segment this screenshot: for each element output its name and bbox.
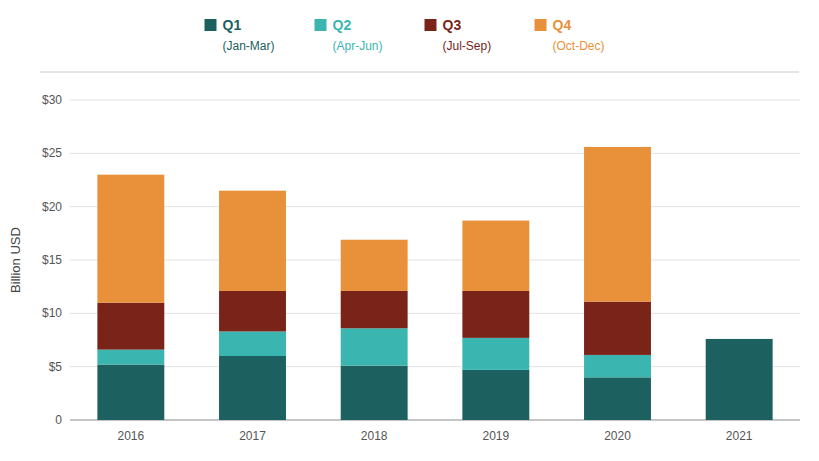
legend-label: Q4 <box>553 17 572 33</box>
y-axis-label: Billion USD <box>8 227 23 293</box>
bar-segment <box>219 331 286 356</box>
bar-segment <box>706 338 773 339</box>
bar-segment <box>584 147 651 302</box>
bar-segment <box>219 191 286 291</box>
bar-segment <box>97 365 164 420</box>
x-tick-label: 2018 <box>361 429 388 443</box>
x-axis-line <box>70 420 800 421</box>
y-tick-label: $25 <box>42 146 62 160</box>
bar-segment <box>97 175 164 303</box>
legend-swatch <box>425 19 437 31</box>
bar-segment <box>341 291 408 328</box>
bar-segment <box>584 302 651 355</box>
y-tick-label: $15 <box>42 253 62 267</box>
legend-swatch <box>535 19 547 31</box>
bar-segment <box>584 377 651 420</box>
x-tick-label: 2017 <box>239 429 266 443</box>
bar-segment <box>706 338 773 339</box>
bar-segment <box>219 291 286 332</box>
bar-segment <box>462 221 529 291</box>
bar-segment <box>219 356 286 420</box>
bar-segment <box>462 370 529 420</box>
chart: 0 $5 $10 $15 $20 $25 $30 Billion USD 2016 2017 201… <box>0 0 819 461</box>
x-tick-label: 2021 <box>726 429 753 443</box>
grid-line <box>70 206 800 207</box>
bars <box>97 147 772 420</box>
y-tick-label: $5 <box>49 360 63 374</box>
bar-segment <box>462 338 529 370</box>
bar-segment <box>341 328 408 365</box>
legend-label: Q2 <box>333 17 352 33</box>
legend-label: Q3 <box>443 17 462 33</box>
y-tick-label: 0 <box>55 413 62 427</box>
bar-segment <box>584 355 651 377</box>
legend-label: Q1 <box>223 17 242 33</box>
bar-segment <box>341 366 408 420</box>
grid-line <box>70 420 800 421</box>
legend-sub-label: (Jul-Sep) <box>443 39 492 53</box>
grid-line <box>70 366 800 367</box>
legend-swatch <box>205 19 217 31</box>
x-tick-label: 2020 <box>604 429 631 443</box>
bar-segment <box>706 339 773 420</box>
bar-segment <box>97 303 164 350</box>
legend: Q1 (Jan-Mar) Q2 (Apr-Jun) Q3 (Jul-Sep) Q4 (Oct-… <box>40 17 799 72</box>
grid-line <box>70 100 800 101</box>
legend-sub-label: (Jan-Mar) <box>223 39 275 53</box>
bar-segment <box>462 291 529 338</box>
grid-line <box>70 313 800 314</box>
x-tick-label: 2019 <box>482 429 509 443</box>
bar-segment <box>706 338 773 339</box>
x-tick-label: 2016 <box>117 429 144 443</box>
grid-line <box>70 260 800 261</box>
legend-separator <box>40 72 799 73</box>
grid <box>70 100 800 420</box>
bar-segment <box>97 350 164 365</box>
legend-sub-label: (Oct-Dec) <box>553 39 605 53</box>
legend-swatch <box>315 19 327 31</box>
legend-sub-label: (Apr-Jun) <box>333 39 383 53</box>
grid-line <box>70 153 800 154</box>
bar-segment <box>341 240 408 291</box>
y-tick-label: $30 <box>42 93 62 107</box>
y-tick-label: $10 <box>42 306 62 320</box>
y-tick-label: $20 <box>42 200 62 214</box>
